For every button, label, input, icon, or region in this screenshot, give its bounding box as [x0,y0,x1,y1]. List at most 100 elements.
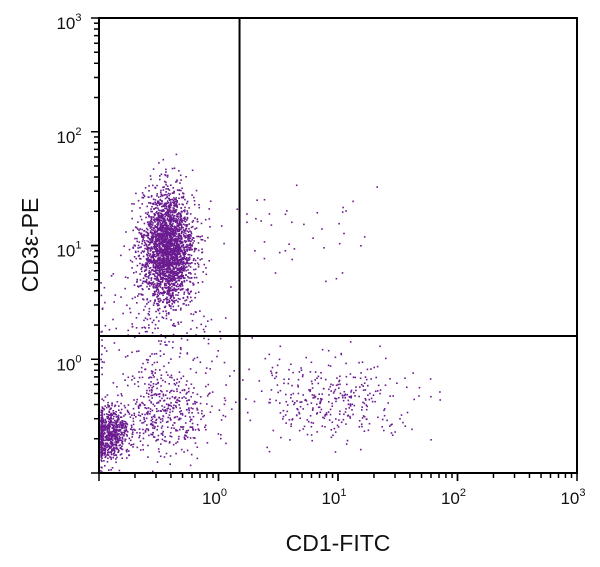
data-point [150,394,152,397]
data-point [159,369,161,371]
data-point [167,254,169,257]
data-point [107,443,110,446]
data-point [172,219,175,221]
data-point [146,330,148,333]
data-point [193,200,196,202]
data-point [348,396,351,398]
data-point [312,397,314,399]
data-point [171,282,173,285]
data-point [365,378,368,381]
data-point [108,430,111,432]
data-point [116,419,119,421]
data-point [169,237,171,239]
data-point [150,283,153,286]
data-point [150,381,152,383]
data-point [386,419,388,422]
data-point [327,364,330,367]
data-point [349,403,352,405]
data-point [186,449,189,452]
data-point [169,227,171,230]
data-point [338,380,340,383]
data-point [117,430,120,432]
data-point [373,366,375,369]
data-point [171,299,173,301]
data-point [324,413,327,416]
data-point [110,416,112,419]
data-point [176,288,178,291]
data-point [157,214,160,216]
data-point [172,275,174,278]
data-point [157,309,160,312]
data-point [299,417,301,420]
data-point [142,402,144,405]
data-point [106,461,109,463]
data-point [190,418,193,421]
data-point [160,276,163,279]
data-point [167,206,170,208]
data-point [176,251,178,253]
data-point [169,286,171,289]
data-point [311,394,314,396]
data-point [146,264,149,266]
data-point [119,437,122,439]
data-point [167,268,170,270]
data-point [159,242,162,244]
data-point [166,296,168,299]
data-point [113,301,115,303]
data-point [144,280,147,283]
data-point [112,382,115,384]
data-point [166,344,168,346]
data-point [189,242,192,245]
data-point [127,410,129,413]
data-point [176,219,179,221]
data-point [151,240,153,242]
data-point [173,284,176,286]
data-point [126,457,128,459]
data-point [146,318,149,321]
data-point [141,264,143,267]
data-point [152,261,154,264]
data-point [187,399,190,401]
data-point [176,201,178,203]
data-point [137,385,140,388]
data-point [191,319,194,322]
data-point [151,236,154,238]
data-point [174,240,177,242]
data-point [171,227,173,230]
data-point [153,294,155,297]
data-point [122,312,124,315]
data-point [139,262,141,265]
data-point [154,262,156,264]
data-point [164,305,167,308]
data-point [161,214,164,216]
data-point [177,265,180,267]
data-point [312,407,314,409]
data-point [182,265,185,267]
data-point [188,390,190,393]
data-point [303,223,305,226]
data-point [113,433,115,436]
data-point [177,297,180,300]
data-point [100,448,102,450]
data-point [186,332,188,334]
data-point [114,437,117,440]
data-point [101,435,103,437]
data-point [322,388,325,390]
data-point [107,404,109,406]
data-point [389,378,391,380]
data-point [138,312,140,315]
data-point [270,370,272,372]
data-point [167,228,169,230]
data-point [107,432,110,434]
data-point [110,435,113,438]
data-point [205,273,208,276]
data-point [100,419,102,421]
data-point [133,244,135,247]
data-point [172,207,174,209]
data-point [183,438,186,440]
data-point [107,436,110,439]
data-point [159,199,162,201]
data-point [114,430,116,433]
data-point [162,288,164,291]
data-point [106,416,108,418]
